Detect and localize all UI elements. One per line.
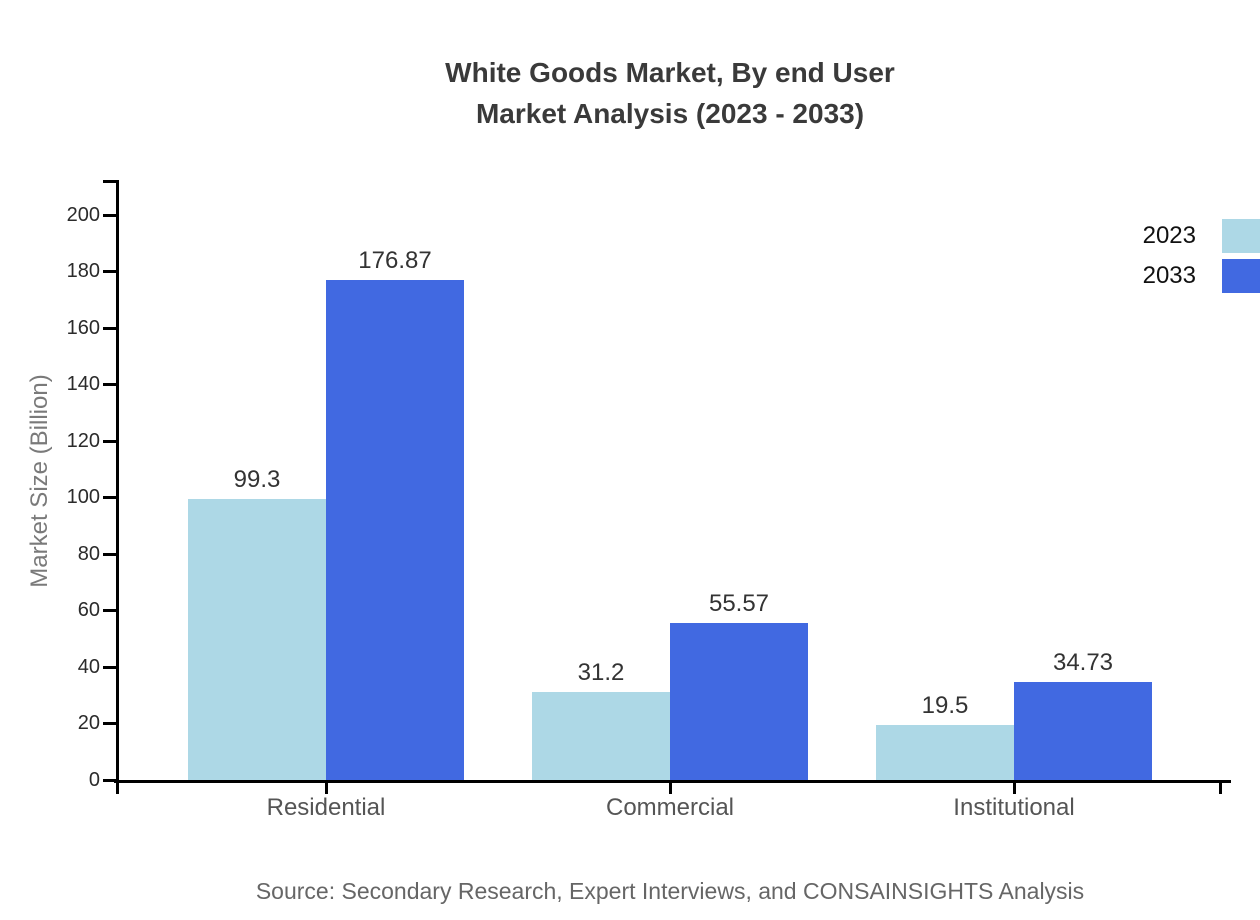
y-axis-line: [116, 180, 119, 794]
y-tick-label: 180: [66, 260, 100, 283]
y-tick-line: [103, 213, 116, 217]
y-axis-title: Market Size (Billion): [26, 374, 53, 588]
y-tick-line: [103, 665, 116, 669]
y-tick-label: 100: [66, 486, 100, 509]
y-tick-line: [103, 326, 116, 330]
value-label-2033-institutional: 34.73: [1052, 648, 1114, 676]
value-label-2033-residential: 176.87: [358, 246, 432, 274]
category-label-residential: Residential: [266, 794, 386, 821]
y-tick-line: [103, 779, 116, 782]
bar-2033-residential: [326, 279, 464, 780]
y-tick-label: 80: [77, 542, 100, 565]
bar-2023-residential: [188, 499, 326, 780]
bar-2033-institutional: [1014, 681, 1152, 780]
x-axis-end-cap: [1219, 780, 1222, 794]
category-label-commercial: Commercial: [605, 794, 734, 821]
value-label-2023-commercial: 31.2: [577, 658, 625, 686]
x-tick-line: [325, 780, 328, 794]
value-label-2023-institutional: 19.5: [921, 691, 969, 719]
legend-swatch-2023: [1222, 219, 1260, 253]
legend-label-2033: 2033: [1142, 262, 1196, 289]
chart-title-line1: White Goods Market, By end User: [445, 57, 895, 88]
y-tick-label: 60: [77, 599, 100, 622]
value-label-2033-commercial: 55.57: [708, 589, 770, 617]
chart-title: White Goods Market, By end User Market A…: [118, 52, 1222, 134]
y-axis-top-cap: [103, 180, 116, 183]
legend-swatch-2033: [1222, 259, 1260, 293]
y-tick-label: 20: [77, 712, 100, 735]
value-label-2023-residential: 99.3: [233, 466, 281, 494]
y-tick-line: [103, 270, 116, 274]
y-tick-label: 200: [66, 203, 100, 226]
x-axis-line: [114, 780, 1231, 783]
source-note: Source: Secondary Research, Expert Inter…: [255, 878, 1085, 904]
chart-title-line2: Market Analysis (2023 - 2033): [475, 98, 865, 129]
y-tick-label: 0: [88, 769, 100, 791]
bar-2023-institutional: [876, 724, 1014, 780]
y-tick-line: [103, 496, 116, 500]
y-tick-line: [103, 722, 116, 726]
y-tick-label: 160: [66, 316, 100, 339]
y-tick-line: [103, 439, 116, 443]
x-tick-line: [1013, 780, 1016, 794]
bar-2023-commercial: [532, 691, 670, 780]
y-tick-line: [103, 609, 116, 613]
y-tick-label: 120: [66, 429, 100, 452]
y-tick-label: 40: [77, 655, 100, 678]
y-tick-label: 140: [66, 373, 100, 396]
bar-2033-commercial: [670, 622, 808, 780]
y-tick-line: [103, 552, 116, 556]
category-label-institutional: Institutional: [953, 794, 1075, 821]
legend-label-2023: 2023: [1142, 222, 1196, 249]
y-tick-line: [103, 383, 116, 387]
x-tick-line: [669, 780, 672, 794]
